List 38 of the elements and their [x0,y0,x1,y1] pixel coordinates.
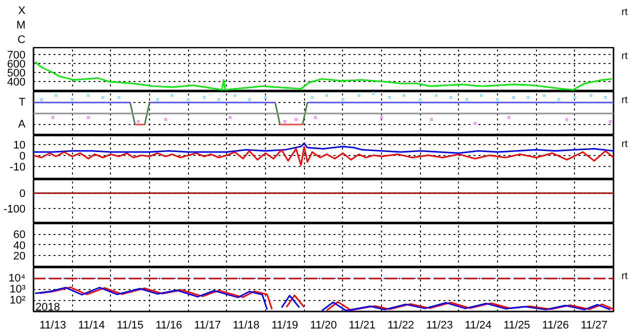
text: rt [622,270,628,282]
category-label: X [18,4,26,17]
x-tick-label: 11/13 [39,320,66,332]
y-tick-label: 10² [10,294,26,306]
x-tick-label: 11/24 [464,320,492,332]
text: rt [622,6,628,18]
x-tick-label: 11/14 [78,320,105,332]
y-tick-label: 10 [13,139,26,152]
text: rt [622,50,628,62]
category-label: C [18,34,26,46]
category-label: T [18,96,26,108]
x-tick-label: 11/27 [580,320,608,332]
x-axis-title: 2018 [36,302,60,314]
y-tick-label: -100 [3,203,26,216]
y-tick-label: 60 [13,229,26,242]
y-tick-label: 20 [13,250,26,263]
x-tick-label: 11/16 [155,320,182,332]
text: rt [622,94,628,106]
x-tick-label: 11/23 [426,320,453,332]
x-tick-label: 11/22 [387,320,414,332]
x-tick-label: 11/18 [232,320,260,332]
text: rt [622,138,628,150]
y-tick-label: 400 [7,76,26,89]
y-tick-label: 0 [19,188,26,200]
x-tick-label: 11/15 [116,320,144,332]
x-tick-label: 11/25 [503,320,530,332]
x-tick-label: 11/17 [194,320,221,332]
category-label: A [18,118,26,130]
y-tick-label: -10 [10,161,26,174]
y-tick-label: 40 [13,240,26,252]
y-tick-label: 10³ [10,284,26,296]
category-label: M [16,20,26,32]
x-tick-label: 11/21 [348,320,376,332]
x-tick-label: 11/19 [271,320,298,332]
x-tick-label: 11/20 [310,320,337,332]
x-tick-label: 11/26 [542,320,569,332]
y-tick-label: 0 [19,150,26,162]
y-tick-label: 10⁴ [8,272,26,284]
